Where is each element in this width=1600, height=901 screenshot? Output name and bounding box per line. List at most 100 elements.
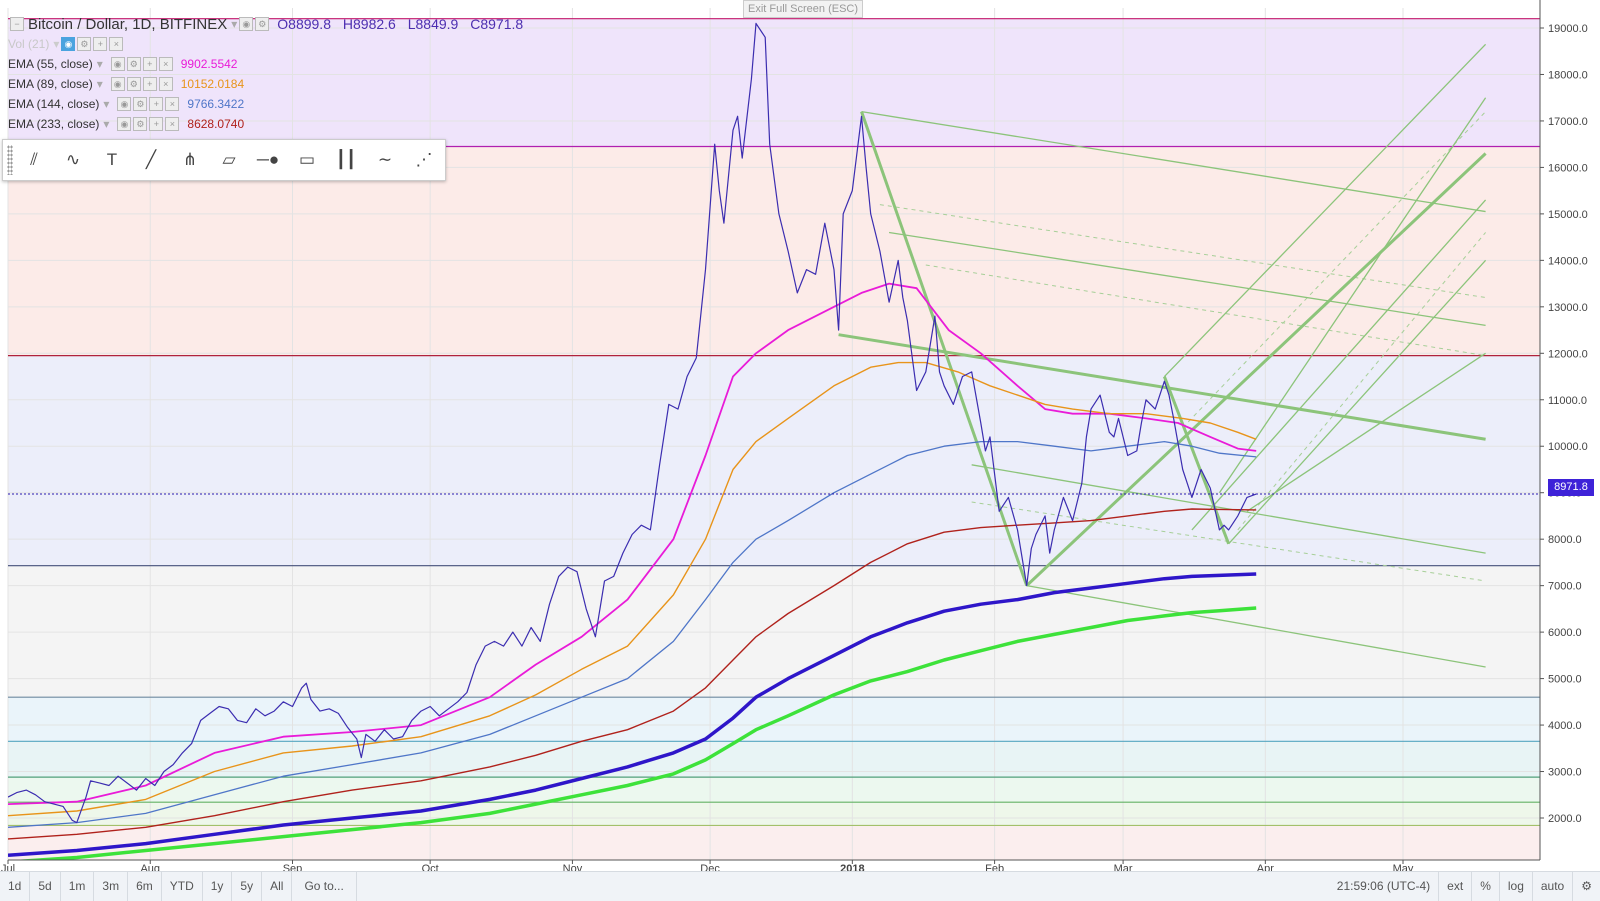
symbol-dropdown-icon[interactable]: ▾	[231, 17, 238, 31]
fib-fan-icon[interactable]: ⋰	[415, 150, 433, 169]
ext-toggle[interactable]: ext	[1439, 872, 1473, 901]
goto-button[interactable]: Go to...	[292, 872, 357, 901]
price-chart[interactable]: 19000.0 18000.0 17000.0 16000.0 15000.0 14000…	[0, 0, 1600, 871]
settings-icon[interactable]: ⚙	[133, 97, 148, 111]
x-tick-label: Aug	[140, 863, 160, 871]
close-icon[interactable]: ×	[165, 97, 180, 111]
range-button-1y[interactable]: 1y	[203, 872, 233, 901]
pitchfork-line	[1026, 585, 1486, 668]
collapse-icon[interactable]: −	[10, 17, 24, 31]
ema-name: EMA (144, close)	[8, 97, 100, 111]
chart-legend: − Bitcoin / Dollar, 1D, BITFINEX ▾ ◉ ⚙ O…	[8, 14, 523, 134]
chevron-down-icon[interactable]: ▾	[96, 57, 103, 71]
ema-legend-row: EMA (233, close) ▾ ◉ ⚙ + × 8628.0740	[8, 114, 523, 134]
log-toggle[interactable]: log	[1500, 872, 1533, 901]
measure-icon[interactable]: ┃┃	[335, 150, 357, 169]
range-button-3m[interactable]: 3m	[94, 872, 129, 901]
y-tick-label: 19000.0	[1548, 23, 1588, 35]
y-tick-label: 3000.0	[1548, 767, 1582, 779]
range-button-1m[interactable]: 1m	[61, 872, 95, 901]
y-tick-label: 15000.0	[1548, 209, 1588, 221]
y-tick-label: 17000.0	[1548, 116, 1588, 128]
chevron-down-icon[interactable]: ▾	[103, 97, 110, 111]
y-tick-label: 6000.0	[1548, 627, 1582, 639]
ema-value: 8628.0740	[187, 117, 245, 131]
ema-name: EMA (89, close)	[8, 77, 93, 91]
add-icon[interactable]: +	[149, 97, 164, 111]
add-icon[interactable]: +	[142, 57, 157, 71]
x-tick-label: Apr	[1257, 863, 1274, 871]
trend-line-icon[interactable]: ⫽	[30, 150, 38, 169]
eye-icon[interactable]: ◉	[239, 17, 254, 31]
low-value: 8849.9	[415, 16, 459, 32]
y-tick-label: 2000.0	[1548, 813, 1582, 825]
add-icon[interactable]: +	[149, 117, 164, 131]
fib-zone-2	[8, 355, 1540, 566]
text-icon[interactable]: T	[106, 150, 118, 169]
horizontal-ray-icon[interactable]: ─●	[256, 150, 280, 169]
add-icon[interactable]: +	[142, 77, 157, 91]
eye-icon[interactable]: ◉	[117, 117, 132, 131]
rectangle-icon[interactable]: ▭	[298, 150, 316, 169]
y-tick-label: 5000.0	[1548, 674, 1582, 686]
ohlc-values: O8899.8 H8982.6 L8849.9 C8971.8	[277, 16, 523, 32]
x-tick-label: 2018	[840, 863, 864, 871]
wave-icon[interactable]: ∼	[377, 150, 393, 169]
percent-toggle[interactable]: %	[1472, 872, 1500, 901]
drawings-layer	[8, 22, 1487, 860]
chevron-down-icon[interactable]: ▾	[96, 77, 103, 91]
close-icon[interactable]: ×	[109, 37, 124, 51]
gear-icon[interactable]: ⚙	[1581, 879, 1592, 893]
pitchfork-line	[1218, 97, 1487, 494]
settings-icon[interactable]: ⚙	[255, 17, 270, 31]
series-line	[8, 22, 1257, 824]
y-tick-label: 13000.0	[1548, 302, 1588, 314]
close-label: C	[470, 16, 481, 32]
eye-icon[interactable]: ◉	[117, 97, 132, 111]
line-icon[interactable]: ╱	[145, 150, 157, 169]
curve-icon[interactable]: ∿	[65, 150, 81, 169]
bottom-toolbar: 1d 5d 1m 3m 6m YTD 1y 5y All Go to... 21:59:06 (…	[0, 871, 1600, 901]
fib-zone-6	[8, 777, 1540, 803]
pitchfork-icon[interactable]: ⋔	[182, 150, 198, 169]
settings-icon[interactable]: ⚙	[77, 37, 92, 51]
pitchfork-line	[1163, 43, 1487, 377]
eye-icon[interactable]: ◉	[110, 57, 125, 71]
ema-list: EMA (55, close) ▾ ◉ ⚙ + × 9902.5542 EMA (89, cl…	[8, 54, 523, 134]
volume-dropdown-icon[interactable]: ▾	[53, 37, 60, 51]
pitchfork-dashed-line	[925, 264, 1486, 357]
y-tick-label: 18000.0	[1548, 69, 1588, 81]
y-tick-label: 11000.0	[1548, 395, 1587, 407]
range-button-all[interactable]: All	[262, 872, 293, 901]
settings-icon[interactable]: ⚙	[126, 57, 141, 71]
low-label: L	[407, 16, 416, 32]
chevron-down-icon[interactable]: ▾	[103, 117, 110, 131]
close-icon[interactable]: ×	[158, 57, 173, 71]
x-tick-label: Dec	[700, 863, 720, 871]
range-button-5d[interactable]: 5d	[30, 872, 61, 901]
pitchfork-line	[1162, 375, 1231, 545]
close-icon[interactable]: ×	[158, 77, 173, 91]
auto-toggle[interactable]: auto	[1533, 872, 1574, 901]
ema-name: EMA (55, close)	[8, 57, 93, 71]
exit-fullscreen-button[interactable]: Exit Full Screen (ESC)	[743, 0, 863, 18]
range-button-5y[interactable]: 5y	[232, 872, 263, 901]
close-icon[interactable]: ×	[165, 117, 180, 131]
ema-value: 9902.5542	[180, 57, 238, 71]
symbol-row: − Bitcoin / Dollar, 1D, BITFINEX ▾ ◉ ⚙ O…	[8, 14, 523, 34]
drag-handle[interactable]	[7, 145, 13, 175]
range-button-1d[interactable]: 1d	[0, 872, 31, 901]
settings-icon[interactable]: ⚙	[126, 77, 141, 91]
range-button-6m[interactable]: 6m	[128, 872, 162, 901]
pitchfork-line	[861, 111, 1486, 213]
settings-icon[interactable]: ⚙	[133, 117, 148, 131]
series-line	[8, 508, 1257, 840]
y-axis-bg	[1541, 0, 1600, 871]
eye-icon[interactable]: ◉	[110, 77, 125, 91]
eye-icon[interactable]: ◉	[61, 37, 76, 51]
add-icon[interactable]: +	[93, 37, 108, 51]
range-button-ytd[interactable]: YTD	[162, 872, 203, 901]
open-label: O	[277, 16, 289, 32]
channel-icon[interactable]: ▱	[222, 150, 236, 169]
pitchfork-dashed-line	[1237, 232, 1486, 531]
